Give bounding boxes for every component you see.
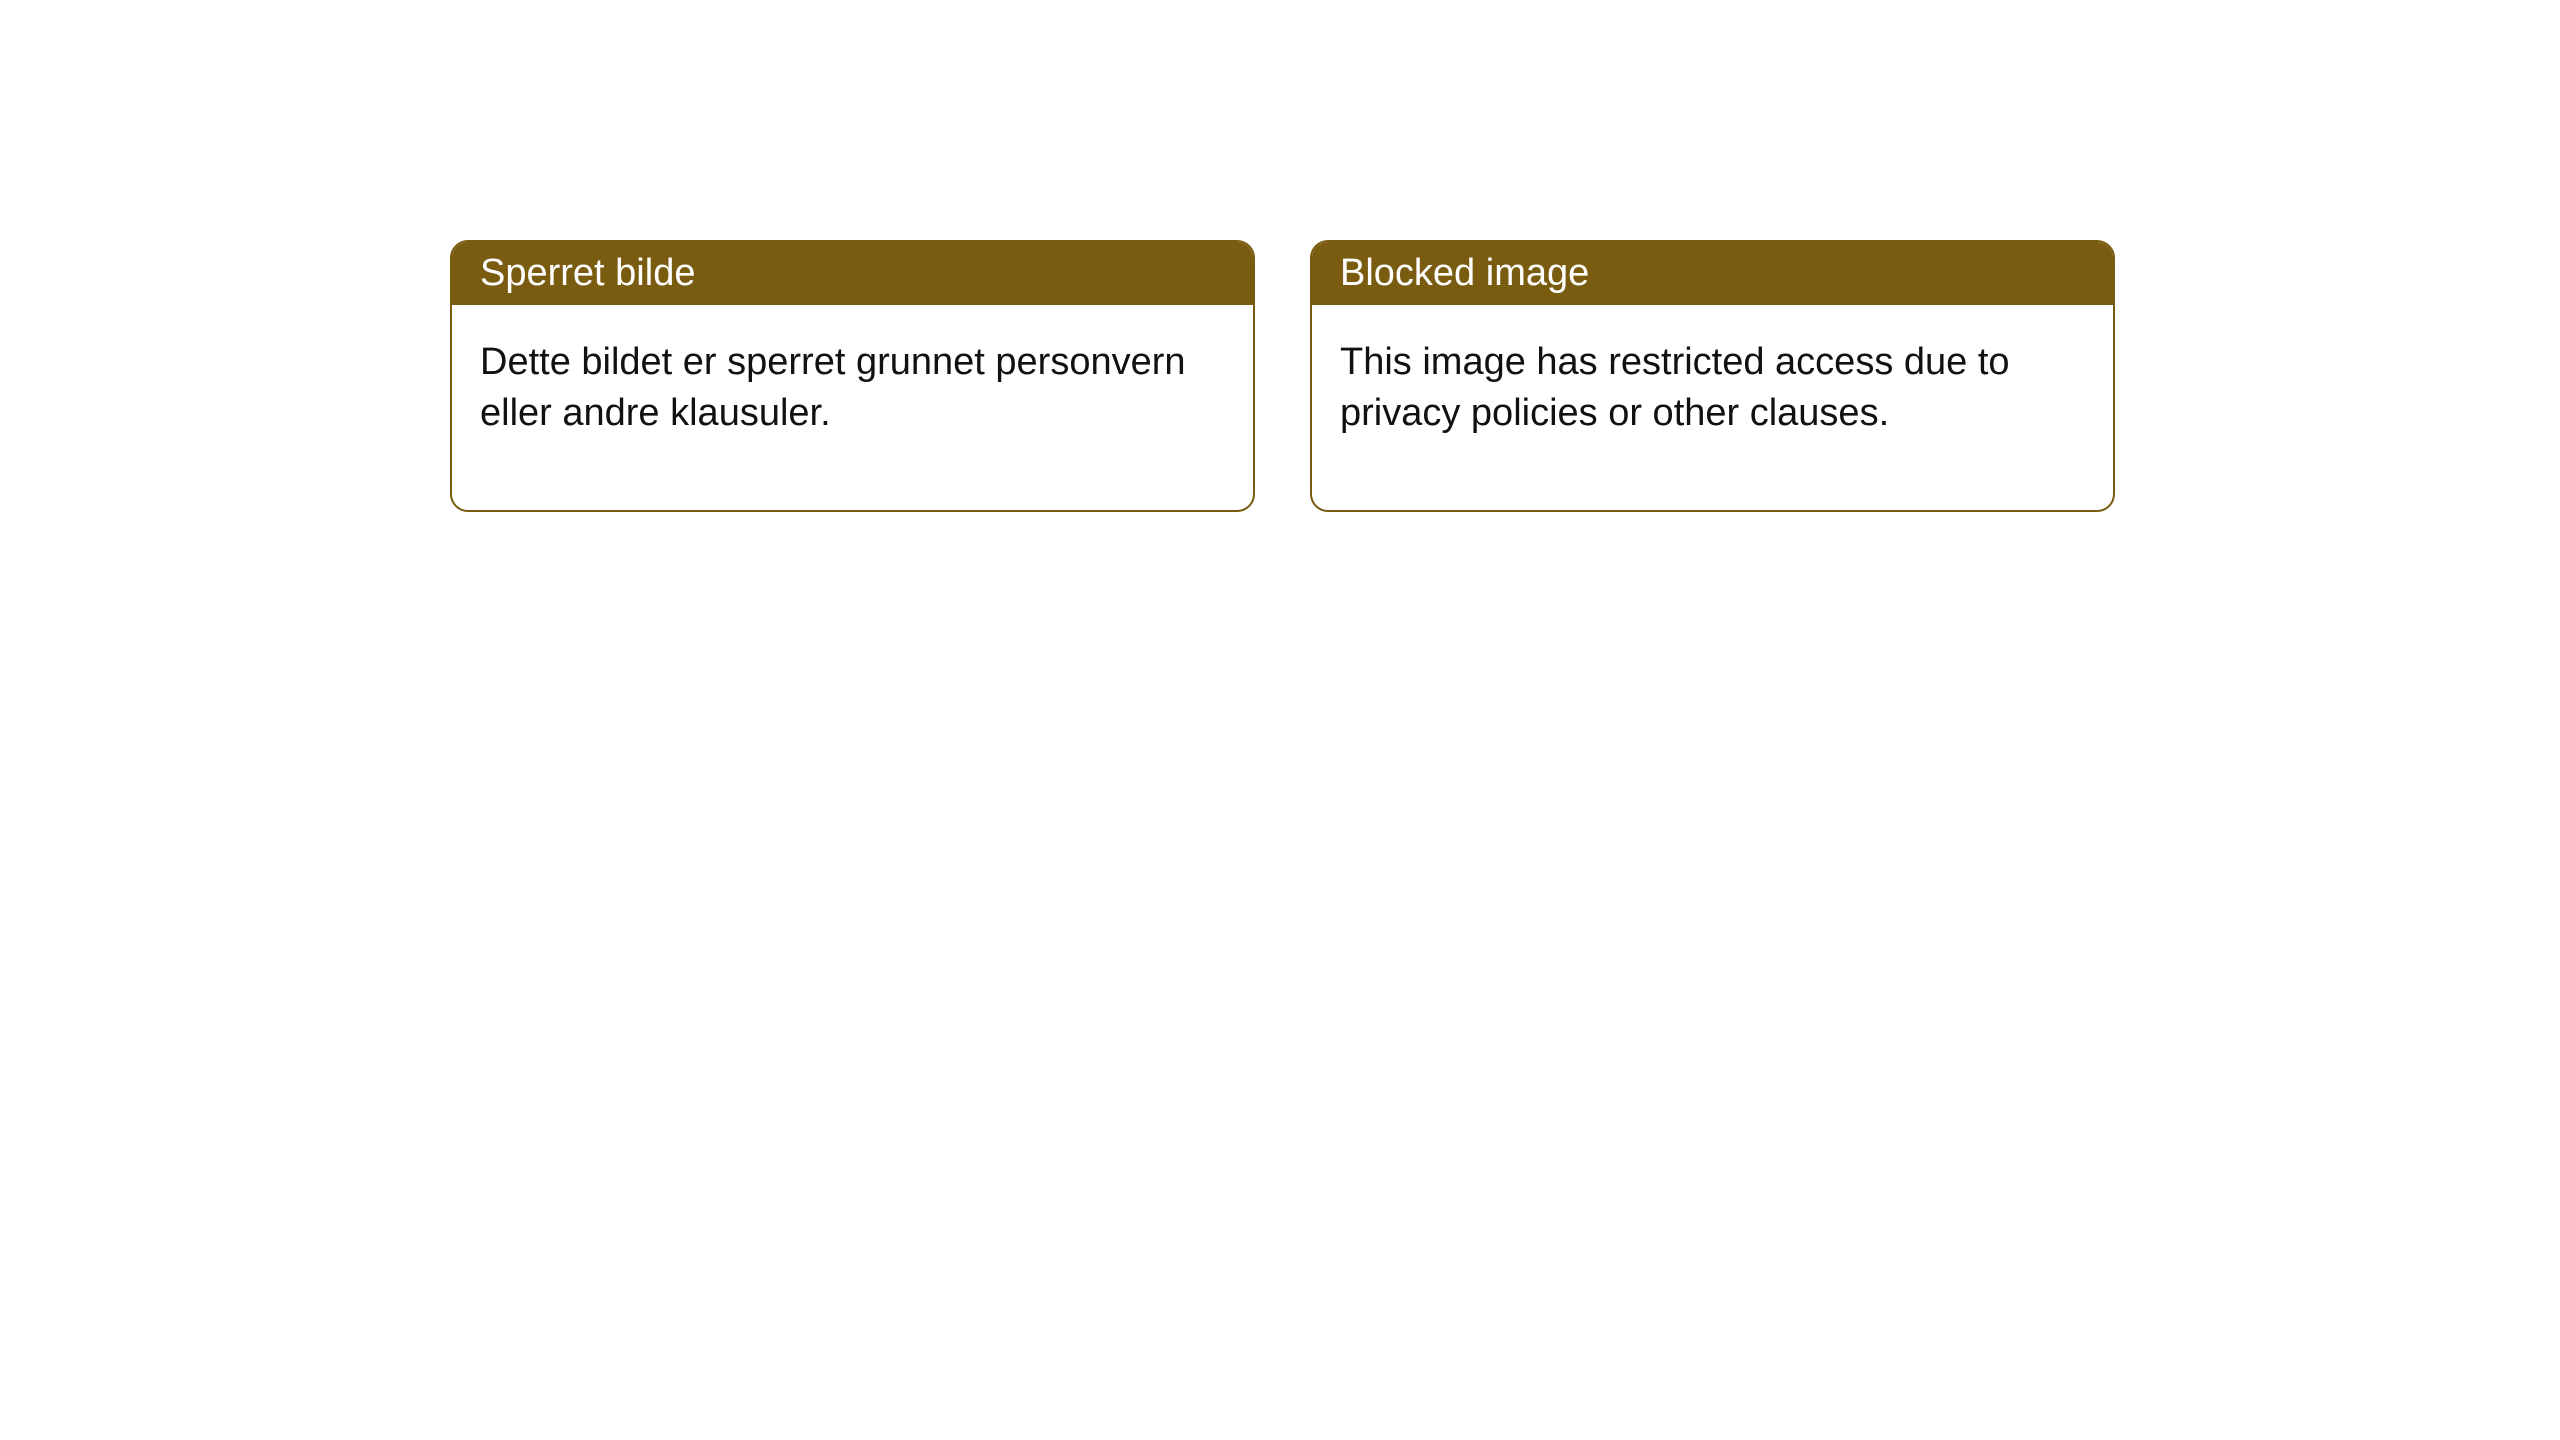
notice-card-english: Blocked image This image has restricted … bbox=[1310, 240, 2115, 512]
notice-header: Blocked image bbox=[1312, 242, 2113, 305]
notice-body-text: Dette bildet er sperret grunnet personve… bbox=[480, 341, 1186, 434]
notice-container: Sperret bilde Dette bildet er sperret gr… bbox=[450, 240, 2115, 512]
notice-card-norwegian: Sperret bilde Dette bildet er sperret gr… bbox=[450, 240, 1255, 512]
notice-title: Blocked image bbox=[1340, 252, 1589, 294]
notice-body: This image has restricted access due to … bbox=[1312, 305, 2113, 510]
notice-body: Dette bildet er sperret grunnet personve… bbox=[452, 305, 1253, 510]
notice-body-text: This image has restricted access due to … bbox=[1340, 341, 2010, 434]
notice-header: Sperret bilde bbox=[452, 242, 1253, 305]
notice-title: Sperret bilde bbox=[480, 252, 695, 294]
